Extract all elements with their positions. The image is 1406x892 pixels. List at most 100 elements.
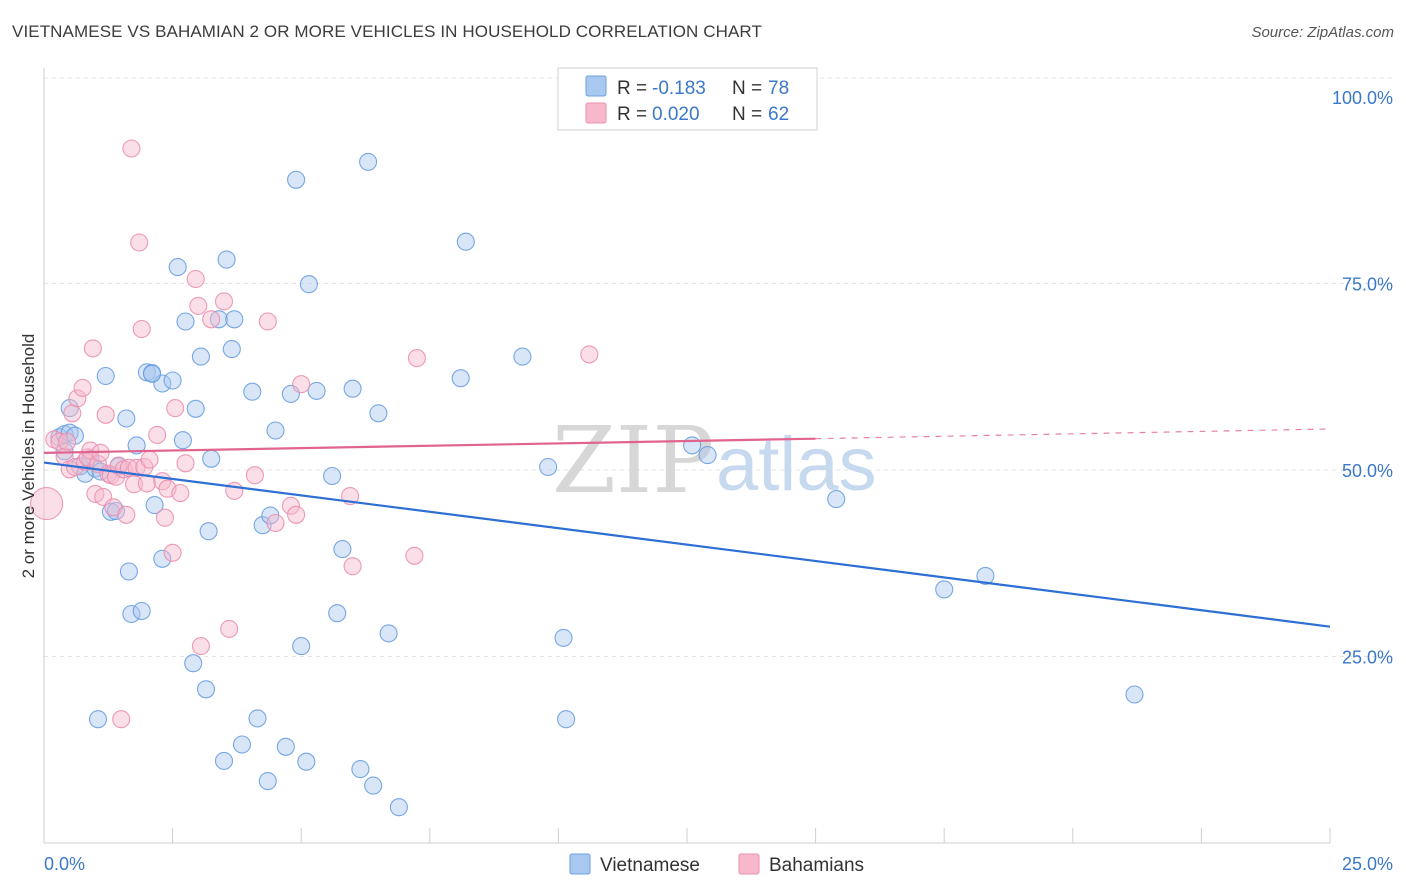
x-tick-min: 0.0% [44,854,85,874]
data-point [323,466,342,486]
watermark: ZIP atlas [552,407,877,514]
data-point [258,772,277,791]
y-tick-label: 100.0% [1332,88,1393,108]
legend-n-value-0: 78 [768,78,789,99]
data-point [166,399,185,418]
data-point [199,522,218,541]
data-point [176,454,195,473]
data-point [68,389,87,408]
legend-r-label-0: R = [617,78,647,99]
data-point [1125,685,1144,704]
legend-swatch-bahamians [585,102,607,124]
data-point [122,604,141,624]
data-point [186,269,205,289]
data-point [243,382,262,401]
data-point [130,233,149,252]
axes [43,68,1331,844]
data-point [184,654,203,673]
data-point [698,446,717,465]
bottom-legend-swatch-vietnamese [569,853,591,875]
data-point [176,312,195,331]
data-point [222,340,241,359]
data-point [225,310,244,329]
data-point [122,139,141,158]
data-point [96,405,115,424]
data-point [132,601,151,621]
data-point [127,436,146,455]
data-point [292,375,311,394]
gridlines [44,77,1394,657]
data-point [88,710,108,729]
trend-line-extension [815,428,1331,440]
data-point [214,751,234,770]
bottom-legend-swatch-bahamians [738,853,760,875]
source-note: Source: ZipAtlas.com [1251,24,1394,41]
data-point [140,450,159,469]
data-point [186,399,205,418]
data-point [245,466,264,485]
data-point [83,339,102,358]
legend-n-label-1: N = [732,104,762,125]
data-point [292,637,311,656]
data-point [58,432,77,451]
data-point [580,345,599,364]
data-point [202,449,221,468]
x-tick-max: 25.0% [1342,854,1393,874]
y-tick-label: 25.0% [1342,648,1393,668]
data-point [405,546,424,565]
data-point [117,409,136,428]
data-point [148,425,167,444]
data-point [73,378,92,397]
data-point [191,637,210,656]
data-point [96,366,115,386]
legend-n-value-1: 62 [768,104,789,125]
data-point [232,735,252,754]
legend-r-value-1: 0.020 [652,104,700,125]
data-point [112,710,131,729]
data-point [935,580,954,599]
data-point [451,369,470,388]
legend-r-value-0: -0.183 [652,78,706,99]
data-point [389,798,408,817]
data-point [202,310,221,329]
data-point [299,275,318,294]
data-point [976,566,995,585]
data-point [359,152,378,171]
data-point [281,496,300,515]
data-point [173,431,192,450]
trend-line [43,461,1331,628]
trend-lines [43,428,1331,628]
data-point [287,170,306,189]
data-point [214,292,234,311]
bottom-legend: Vietnamese Bahamians [569,853,864,876]
data-point [142,364,162,383]
data-point [827,490,846,509]
data-point [297,752,316,771]
data-point [209,310,228,329]
data-point [539,457,558,477]
data-point [220,619,239,638]
data-point [196,680,216,699]
series-bahamians-points [30,139,599,729]
watermark-atlas: atlas [716,422,877,507]
data-point [276,737,295,756]
data-point [554,628,573,647]
legend-swatch-vietnamese [585,75,607,97]
data-point [266,421,285,440]
data-point [155,508,174,527]
legend-n-label-0: N = [732,78,762,99]
data-point [258,312,277,331]
data-point [163,543,182,562]
y-tick-label: 50.0% [1342,461,1393,481]
data-point [364,776,383,795]
bottom-legend-label-bahamians: Bahamians [769,855,864,876]
data-point [127,458,146,477]
data-point [379,624,398,643]
trend-line [43,437,816,454]
data-point [163,371,182,390]
data-point [30,487,64,521]
data-point [287,505,306,524]
data-point [145,496,164,515]
data-point [171,484,190,503]
